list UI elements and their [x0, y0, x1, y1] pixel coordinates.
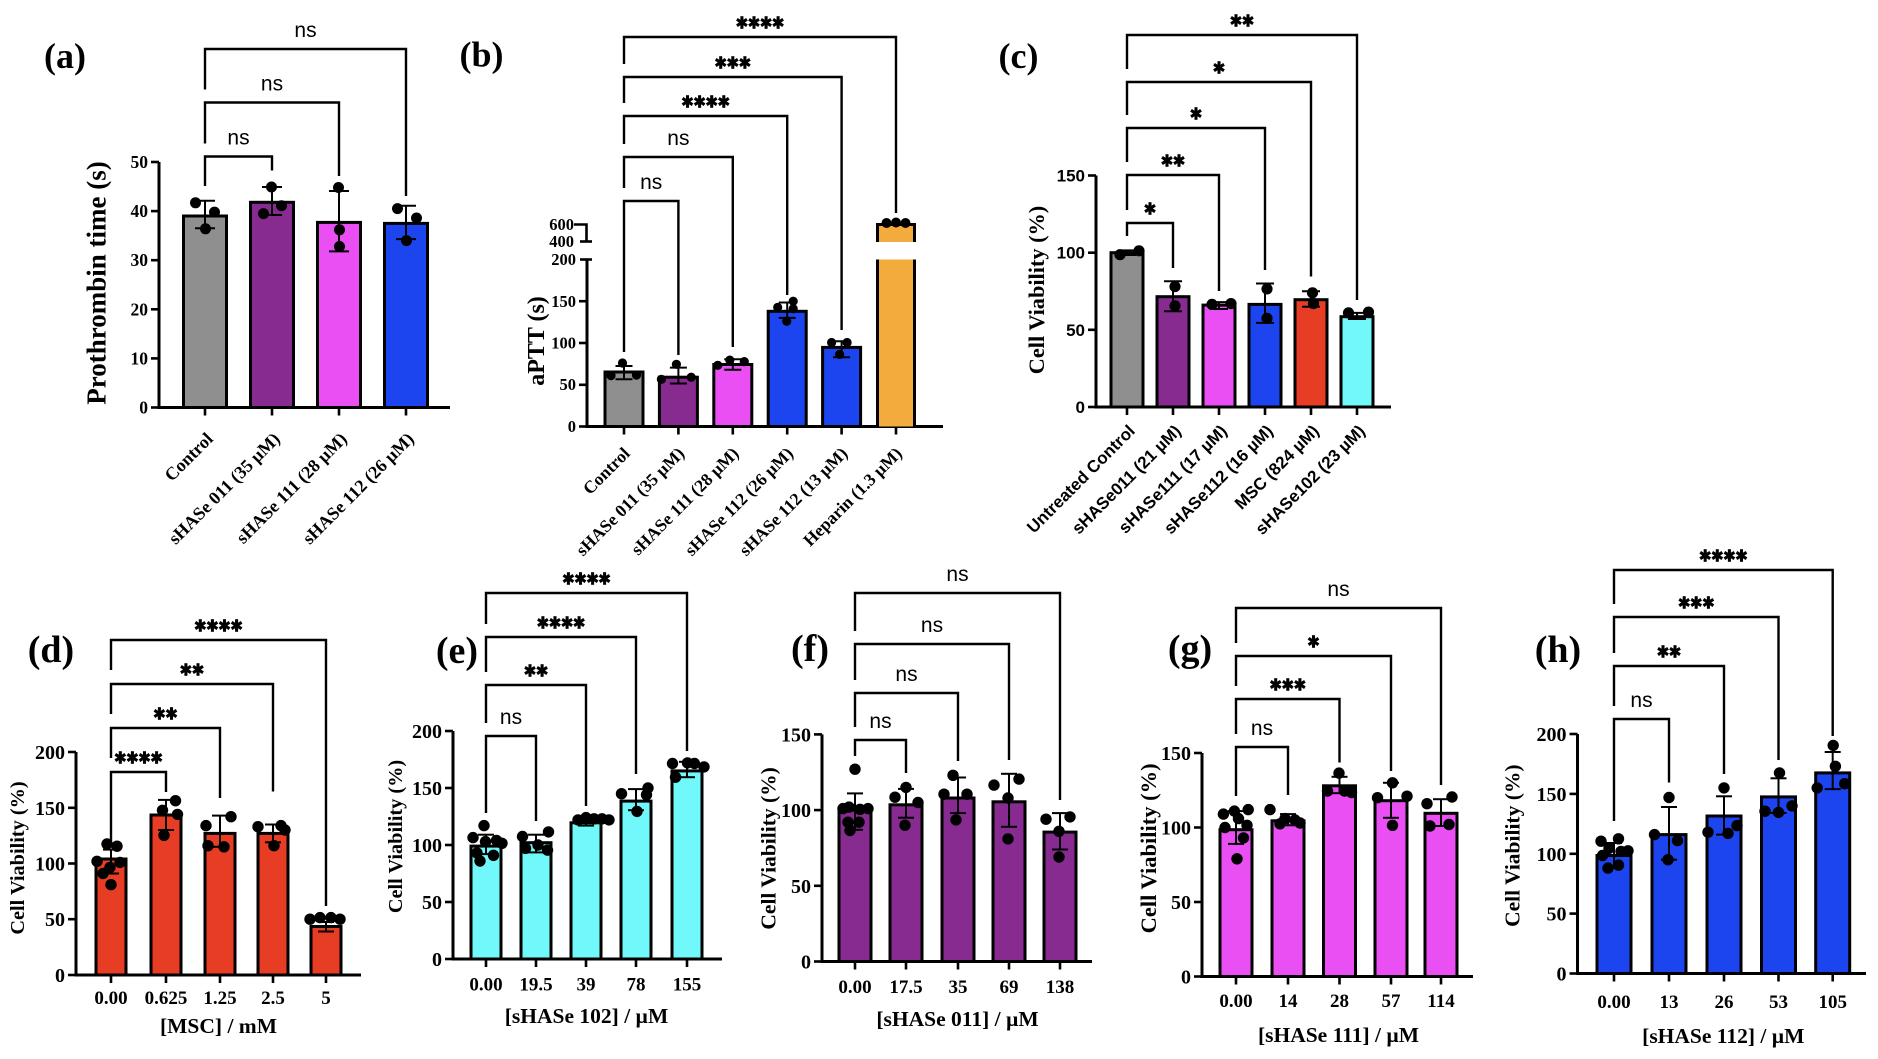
svg-text:100: 100: [1057, 244, 1085, 263]
svg-text:100: 100: [781, 800, 811, 822]
svg-text:155: 155: [673, 975, 702, 996]
svg-text:ns: ns: [869, 710, 891, 733]
svg-text:1.25: 1.25: [203, 988, 236, 1009]
svg-text:(e): (e): [436, 630, 478, 672]
svg-text:(c): (c): [999, 36, 1039, 76]
svg-text:17.5: 17.5: [889, 977, 922, 998]
svg-text:50: 50: [1171, 892, 1191, 914]
svg-text:Cell Viability (%): Cell Viability (%): [1501, 764, 1525, 926]
svg-text:78: 78: [627, 975, 646, 996]
svg-text:0: 0: [432, 949, 442, 971]
svg-text:69: 69: [1000, 977, 1019, 998]
svg-text:50: 50: [422, 892, 442, 914]
svg-text:ns: ns: [1327, 578, 1349, 601]
svg-text:150: 150: [551, 292, 576, 311]
svg-text:ns: ns: [1251, 717, 1273, 740]
svg-text:0.00: 0.00: [469, 975, 502, 996]
svg-text:200: 200: [412, 721, 442, 743]
svg-text:0.00: 0.00: [1597, 992, 1630, 1013]
svg-text:[MSC] / mM: [MSC] / mM: [160, 1014, 277, 1038]
svg-text:150: 150: [412, 778, 442, 800]
svg-text:(f): (f): [791, 628, 829, 670]
svg-text:114: 114: [1427, 991, 1455, 1012]
svg-text:35: 35: [949, 977, 968, 998]
svg-text:ns: ns: [500, 706, 522, 729]
svg-text:150: 150: [781, 724, 811, 746]
svg-text:ns: ns: [640, 171, 662, 194]
svg-text:0: 0: [55, 965, 65, 987]
svg-text:10: 10: [131, 348, 149, 368]
svg-text:(d): (d): [28, 629, 74, 671]
svg-text:(h): (h): [1535, 629, 1581, 671]
svg-text:0: 0: [1181, 967, 1191, 989]
svg-text:2.5: 2.5: [261, 988, 285, 1009]
svg-text:ns: ns: [921, 614, 943, 637]
svg-text:19.5: 19.5: [519, 975, 552, 996]
svg-text:ns: ns: [227, 127, 249, 150]
svg-text:40: 40: [131, 201, 149, 221]
svg-text:200: 200: [1537, 724, 1567, 746]
svg-text:Cell Viability (%): Cell Viability (%): [7, 781, 29, 934]
svg-text:0.00: 0.00: [1219, 991, 1252, 1012]
svg-text:ns: ns: [1630, 689, 1652, 712]
svg-text:[sHASe 011] / µM: [sHASe 011] / µM: [876, 1007, 1038, 1031]
svg-text:28: 28: [1330, 991, 1349, 1012]
svg-text:(g): (g): [1168, 628, 1212, 670]
svg-text:50: 50: [791, 876, 811, 898]
svg-text:[sHASe 111] / µM: [sHASe 111] / µM: [1258, 1023, 1419, 1047]
svg-text:5: 5: [321, 988, 331, 1009]
svg-text:Cell Viability (%): Cell Viability (%): [757, 767, 781, 929]
svg-text:0: 0: [801, 952, 811, 974]
svg-text:ns: ns: [667, 127, 689, 150]
svg-text:ns: ns: [261, 73, 283, 96]
svg-text:138: 138: [1046, 977, 1075, 998]
svg-text:50: 50: [1066, 321, 1085, 340]
svg-text:0.00: 0.00: [838, 977, 871, 998]
svg-text:200: 200: [35, 742, 65, 764]
svg-text:0: 0: [139, 398, 148, 418]
svg-text:0: 0: [568, 417, 576, 436]
svg-text:400: 400: [549, 232, 574, 251]
svg-text:30: 30: [131, 250, 149, 270]
svg-text:0.625: 0.625: [145, 988, 188, 1009]
svg-text:150: 150: [1057, 167, 1085, 186]
svg-text:Cell Viability (%): Cell Viability (%): [1024, 206, 1049, 374]
svg-text:200: 200: [551, 250, 576, 269]
svg-text:[sHASe 112] / µM: [sHASe 112] / µM: [1642, 1024, 1804, 1048]
svg-text:100: 100: [1537, 844, 1567, 866]
svg-text:50: 50: [1547, 904, 1567, 926]
svg-text:20: 20: [131, 299, 149, 319]
svg-text:53: 53: [1769, 992, 1788, 1013]
svg-text:ns: ns: [294, 19, 316, 42]
svg-text:13: 13: [1660, 992, 1679, 1013]
svg-text:(a): (a): [44, 36, 86, 76]
svg-text:100: 100: [551, 334, 576, 353]
svg-text:150: 150: [35, 798, 65, 820]
svg-text:105: 105: [1818, 992, 1847, 1013]
svg-text:Cell Viability (%): Cell Viability (%): [385, 760, 407, 913]
svg-text:[sHASe 102] / µM: [sHASe 102] / µM: [505, 1004, 668, 1028]
svg-text:150: 150: [1161, 743, 1191, 765]
svg-text:100: 100: [412, 835, 442, 857]
svg-text:39: 39: [577, 975, 596, 996]
svg-text:600: 600: [549, 215, 574, 234]
svg-text:aPTT (s): aPTT (s): [524, 296, 550, 386]
svg-text:0: 0: [1557, 964, 1567, 986]
svg-text:26: 26: [1715, 992, 1734, 1013]
svg-text:Cell Viability (%): Cell Viability (%): [1136, 763, 1161, 933]
svg-text:50: 50: [560, 375, 577, 394]
svg-text:50: 50: [45, 909, 65, 931]
svg-text:57: 57: [1382, 991, 1402, 1012]
svg-text:ns: ns: [946, 563, 968, 586]
svg-text:50: 50: [131, 152, 149, 172]
svg-text:14: 14: [1279, 991, 1299, 1012]
svg-text:(b): (b): [460, 35, 504, 75]
svg-text:0: 0: [1076, 398, 1085, 417]
svg-text:Prothrombin time (s): Prothrombin time (s): [82, 161, 112, 404]
svg-text:0.00: 0.00: [94, 988, 127, 1009]
svg-text:100: 100: [35, 854, 65, 876]
svg-text:150: 150: [1537, 784, 1567, 806]
svg-text:100: 100: [1161, 818, 1191, 840]
svg-text:ns: ns: [895, 663, 917, 686]
